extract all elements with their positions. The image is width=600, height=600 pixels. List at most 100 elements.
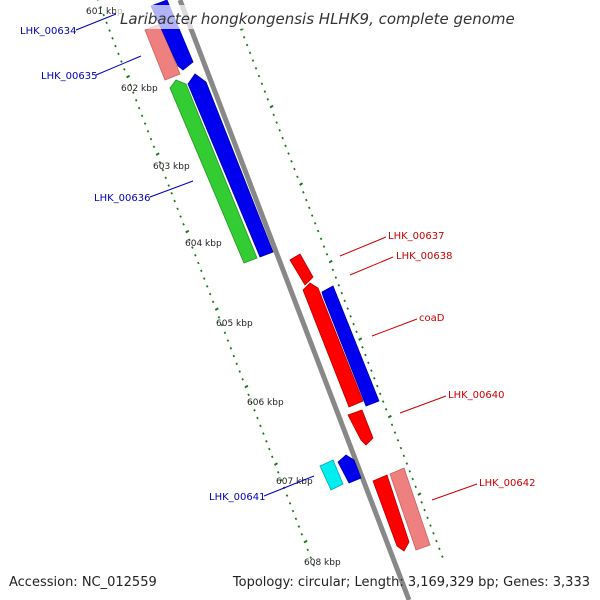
gene-label-right[interactable]: LHK_00637 [388,231,444,242]
gene-lhk-00636[interactable] [169,79,258,264]
tick-mark [408,469,412,473]
tick-mark [331,268,335,272]
gene-lhk-00638[interactable] [302,282,364,408]
tick-mark [390,423,394,427]
tick-mark [296,175,299,179]
gene-blue-long[interactable] [187,73,274,258]
gene-lhk-00637[interactable] [289,253,314,286]
tick-mark [284,144,287,148]
tick-mark [375,384,379,388]
map-title: Laribacter hongkongensis HLHK9, complete… [120,10,515,28]
tick-mark [435,539,438,543]
tick-mark [312,563,315,567]
tick-mark [102,13,105,17]
tick-mark [214,307,219,311]
tick-mark [287,152,290,155]
tick-mark [271,455,274,459]
gene-features [144,0,431,552]
tick-mark [238,370,241,373]
tick-mark [269,104,274,109]
tick-mark [358,337,363,341]
gene-label-left[interactable]: LHK_00634 [20,26,76,37]
tick-mark [242,35,246,39]
tick-mark [285,494,289,497]
tick-mark [275,121,278,124]
tick-mark [152,145,156,149]
tick-mark [288,501,292,505]
tick-mark [276,470,280,474]
tick-mark [223,331,227,335]
gene-lhk-00642[interactable] [372,474,410,552]
accession-text: Accession: NC_012559 [9,575,157,590]
tick-mark [300,532,304,536]
tick-mark [349,314,352,318]
gene-pink-bottom[interactable] [389,467,431,551]
tick-mark [384,407,388,411]
gene-coad[interactable] [321,285,380,407]
tick-mark [143,122,147,125]
tick-mark [402,454,406,458]
tick-mark [429,524,432,527]
kbp-label: 605 kbp [216,319,253,329]
tick-mark [316,229,320,233]
kbp-label: 601 kbp [86,7,123,17]
tick-mark [256,416,259,420]
tick-mark [167,184,171,187]
gene-lhk-00641[interactable] [319,459,344,491]
gene-label-right[interactable]: LHK_00638 [396,251,452,262]
kbp-label: 604 kbp [185,239,222,249]
tick-mark [325,252,329,256]
tick-mark [310,214,314,217]
tick-mark [290,159,293,163]
gene-label-left[interactable]: LHK_00636 [94,193,150,204]
tick-mark [272,113,276,117]
tick-mark [432,531,435,535]
gene-lhk-00640[interactable] [347,409,374,446]
tick-mark [355,330,358,334]
kbp-label: 608 kbp [304,558,341,568]
tick-mark [313,221,317,225]
tick-mark [99,5,102,9]
gene-label-right[interactable]: LHK_00642 [479,478,535,489]
tick-mark [200,269,203,273]
tick-mark [426,516,429,520]
tick-mark [279,478,283,482]
tick-mark [281,136,284,140]
tick-mark [278,128,281,132]
tick-mark [263,90,267,93]
leader-lines [75,13,478,501]
tick-mark [396,438,400,442]
tick-mark [137,106,141,110]
tick-mark [414,485,417,489]
tick-mark [241,377,244,381]
tick-mark [378,392,382,396]
tick-mark [291,509,295,513]
tick-mark [361,345,364,349]
tick-mark [438,547,441,551]
tick-mark [328,259,333,264]
tick-mark [364,353,367,357]
tick-mark [161,168,165,172]
tick-mark [399,446,403,450]
gene-blue-small[interactable] [337,454,362,484]
gene-label-right[interactable]: LHK_00640 [448,390,504,401]
tick-mark [250,401,253,404]
tick-mark [293,167,296,171]
gene-label-left[interactable]: LHK_00641 [209,492,265,503]
tick-mark [123,67,126,71]
tick-marks [97,0,444,567]
gene-label-left[interactable]: LHK_00635 [41,71,97,82]
tick-mark [253,408,256,412]
tick-mark [441,555,444,558]
tick-mark [343,299,346,303]
genome-backbone [177,0,412,600]
tick-mark [205,284,209,288]
tick-mark [259,424,262,428]
tick-mark [173,199,176,203]
tick-mark [319,237,323,241]
tick-mark [131,91,135,94]
kbp-labels: 601 kbp 602 kbp 603 kbp 604 kbp 605 kbp … [86,7,341,568]
gene-label-right[interactable]: coaD [419,313,445,324]
tick-mark [273,462,278,466]
